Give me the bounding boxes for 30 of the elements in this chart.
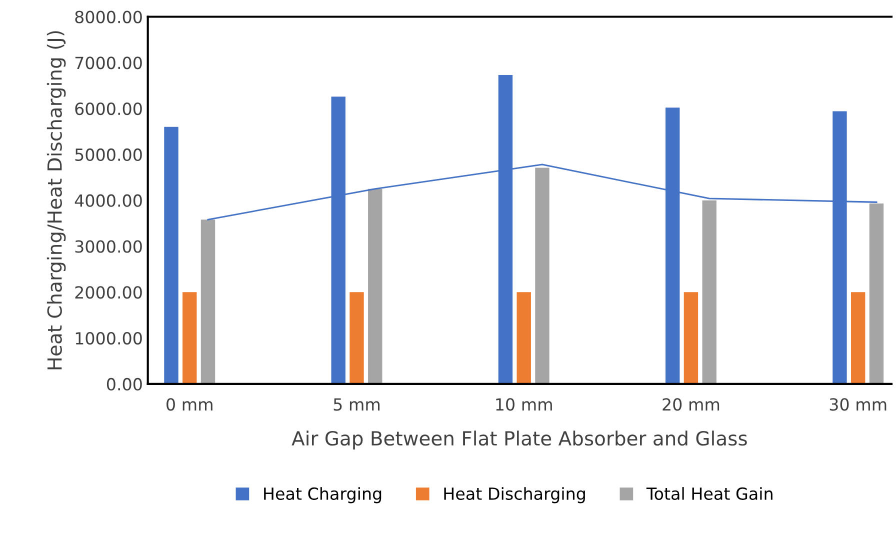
bar (850, 292, 866, 384)
x-tick-label: 5 mm (334, 398, 380, 411)
y-tick-label: 2000.00 (75, 286, 142, 299)
bar (702, 200, 716, 384)
bar (368, 188, 382, 384)
legend-label: Total Heat Gain (646, 487, 772, 500)
bar (182, 292, 197, 384)
y-tick-label: 4000.00 (74, 194, 142, 207)
y-tick-label: 8000.00 (75, 10, 142, 24)
y-axis-title: Heat Charging/Heat Discharging (J) (46, 31, 66, 370)
y-tick-label: 6000.00 (75, 102, 142, 116)
legend-label: Heat Charging (264, 487, 382, 504)
bar (516, 292, 531, 384)
bar (869, 204, 884, 384)
bar (684, 292, 698, 384)
y-tick-label: 7000.00 (75, 56, 142, 70)
x-tick-label: 30 mm (830, 398, 886, 411)
y-tick-label: 1000.00 (76, 332, 142, 345)
bar (535, 168, 550, 384)
x-tick-label: 0 mm (166, 398, 212, 411)
bar (200, 220, 216, 384)
x-tick-label: 10 mm (496, 398, 552, 411)
x-tick-label: 20 mm (662, 398, 720, 411)
y-tick-label: 0.00 (106, 378, 142, 391)
legend-label: Heat Discharging (444, 487, 585, 504)
bar (164, 126, 178, 384)
y-tick-label: 3000.00 (75, 240, 142, 253)
bar (350, 292, 364, 384)
x-axis-title: Air Gap Between Flat Plate Absorber and Glass (292, 430, 747, 450)
y-tick-label: 5000.00 (75, 148, 142, 162)
